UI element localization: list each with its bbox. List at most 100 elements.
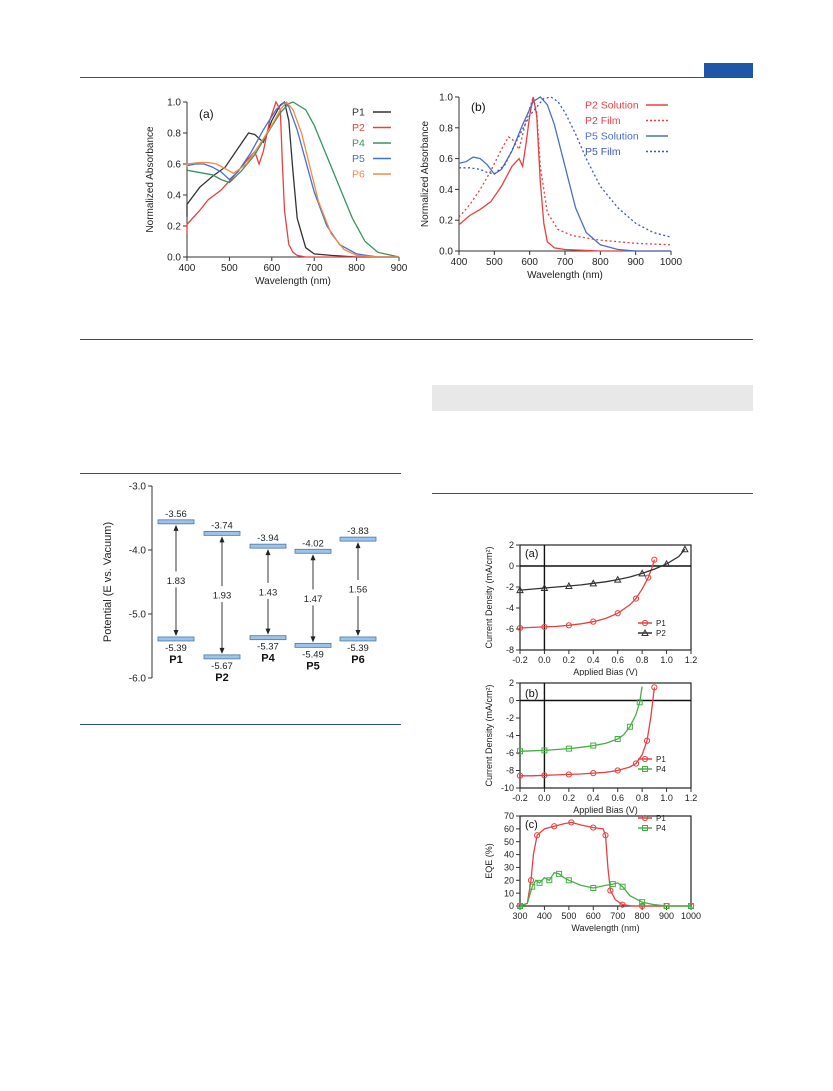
- y-tick-label: 60: [504, 824, 514, 834]
- y-axis-label: Normalized Absorbance: [420, 120, 431, 227]
- y-tick-label: -10: [501, 783, 514, 793]
- y-tick-label: 0.8: [439, 123, 453, 134]
- x-tick-label: -0.2: [512, 655, 528, 665]
- y-tick-label: 0.2: [167, 222, 181, 233]
- data-point: [614, 736, 621, 742]
- series-line-p2-film: [458, 94, 672, 246]
- band-gap-value: 1.83: [167, 576, 186, 587]
- data-point: [643, 737, 651, 744]
- x-tick-label: 0.2: [563, 793, 576, 803]
- x-tick-label: 1.2: [685, 655, 698, 665]
- x-tick-label: 0.8: [636, 793, 649, 803]
- x-tick-label: 800: [635, 911, 650, 921]
- band-gap-value: 1.93: [213, 591, 232, 602]
- homo-value: -5.39: [165, 643, 187, 654]
- x-tick-label: 400: [451, 257, 468, 268]
- y-tick-label: 1.0: [167, 98, 181, 109]
- legend-marker: [641, 619, 649, 627]
- data-point: [639, 899, 646, 906]
- data-point: [626, 723, 633, 730]
- jv-curve-chart-b: -0.2 0.0 0.2 0.4 0.6 0.8 1.0 1.2 2 0 -2 -4 -6 -8 -10 Ap…: [484, 678, 698, 815]
- data-point: [527, 877, 535, 884]
- table-title-band: [432, 385, 753, 411]
- panel-label: (a): [525, 548, 538, 560]
- data-point: [534, 832, 541, 839]
- x-tick-label: 0.2: [563, 655, 576, 665]
- homo-value: -5.37: [257, 642, 279, 653]
- y-tick-label: 0: [509, 696, 514, 706]
- legend-marker: [642, 766, 648, 772]
- panel-label: (c): [525, 819, 538, 831]
- data-point: [639, 902, 646, 910]
- y-tick-label: -4: [506, 603, 514, 613]
- lumo-level-bar: [203, 530, 241, 536]
- x-tick-label: 500: [561, 911, 576, 921]
- series-line-p1: [519, 559, 656, 629]
- plot-frame: [519, 815, 692, 907]
- lumo-level-bar: [339, 536, 377, 542]
- legend-marker: [641, 755, 649, 763]
- series-line-p4: [519, 871, 691, 907]
- y-tick-label: 0: [509, 901, 514, 911]
- x-axis-label: Applied Bias (V): [573, 805, 638, 815]
- y-tick-label: -3.0: [129, 482, 147, 493]
- x-tick-label: 0.4: [587, 655, 600, 665]
- y-tick-label: 0.6: [167, 160, 181, 171]
- data-point: [645, 574, 652, 581]
- x-tick-label: 700: [557, 257, 574, 268]
- arrowhead-down: [310, 636, 316, 643]
- legend-label: P2: [656, 629, 666, 638]
- data-point: [607, 887, 614, 894]
- data-point: [516, 586, 524, 594]
- arrowhead-up: [310, 554, 316, 561]
- divider-rule-2: [80, 473, 401, 474]
- data-point: [590, 618, 597, 625]
- y-axis-label: Current Density (mA/cm²): [484, 684, 494, 786]
- data-point: [614, 767, 621, 774]
- legend-label: P2 Solution: [585, 100, 639, 112]
- y-tick-label: 0.8: [167, 129, 181, 140]
- arrowhead-down: [355, 629, 361, 636]
- x-tick-label: 1.2: [685, 793, 698, 803]
- series-line-p5-solution: [458, 96, 671, 252]
- legend-label: P1: [656, 814, 666, 823]
- series-line-p5: [186, 101, 399, 258]
- y-tick-label: 0: [509, 561, 514, 571]
- y-tick-label: -6.0: [129, 674, 147, 685]
- y-tick-label: 2: [509, 540, 514, 550]
- x-tick-label: 700: [610, 911, 625, 921]
- data-point: [541, 623, 548, 631]
- data-point: [619, 883, 626, 890]
- data-point: [609, 881, 616, 888]
- data-point: [619, 901, 626, 908]
- data-point: [636, 699, 643, 706]
- lumo-level-bar: [249, 543, 287, 549]
- x-tick-label: 1.0: [660, 793, 673, 803]
- data-point: [565, 771, 572, 778]
- data-point: [540, 584, 549, 592]
- data-point: [663, 903, 670, 909]
- y-tick-label: 70: [504, 811, 514, 821]
- x-tick-label: 600: [521, 257, 538, 268]
- y-tick-label: 0.0: [439, 247, 453, 258]
- legend-label: P4: [656, 765, 666, 774]
- data-point: [613, 575, 622, 583]
- band-gap-value: 1.47: [304, 594, 323, 605]
- x-axis-label: Applied Bias (V): [573, 667, 638, 676]
- x-tick-label: 0.4: [587, 793, 600, 803]
- data-point: [632, 595, 640, 602]
- series-line-p5-film: [459, 96, 672, 238]
- x-tick-label: 900: [627, 257, 644, 268]
- data-point: [688, 903, 694, 909]
- homo-level-bar: [157, 636, 195, 642]
- divider-rule-4: [432, 493, 753, 494]
- panel-label: (a): [199, 107, 214, 121]
- arrowhead-down: [173, 629, 179, 636]
- homo-level-bar: [203, 654, 241, 660]
- data-point: [565, 877, 572, 884]
- y-tick-label: 2: [509, 678, 514, 688]
- homo-level-bar: [339, 636, 377, 642]
- data-point: [590, 770, 597, 777]
- x-tick-label: 1.0: [660, 655, 673, 665]
- arrowhead-up: [265, 549, 271, 556]
